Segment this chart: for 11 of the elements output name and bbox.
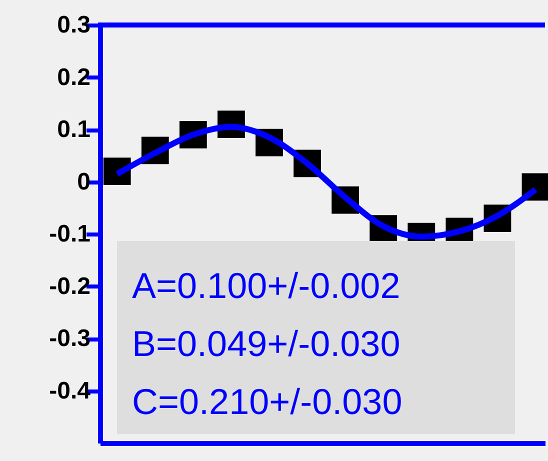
annotation: B=0.049+/-0.030: [132, 323, 400, 364]
y-tick-label: 0.1: [57, 116, 90, 143]
y-tick-label: 0.3: [57, 12, 90, 38]
y-tick-label: 0: [77, 168, 90, 196]
y-tick-label: -0.3: [49, 325, 90, 352]
y-tick-label: -0.2: [49, 272, 90, 300]
y-tick-label: 0.2: [57, 64, 90, 91]
annotation: C=0.210+/-0.030: [132, 381, 402, 422]
y-tick-label: -0.1: [49, 220, 90, 248]
y-tick-label: -0.4: [49, 377, 92, 404]
annotation: A=0.100+/-0.002: [132, 265, 400, 306]
